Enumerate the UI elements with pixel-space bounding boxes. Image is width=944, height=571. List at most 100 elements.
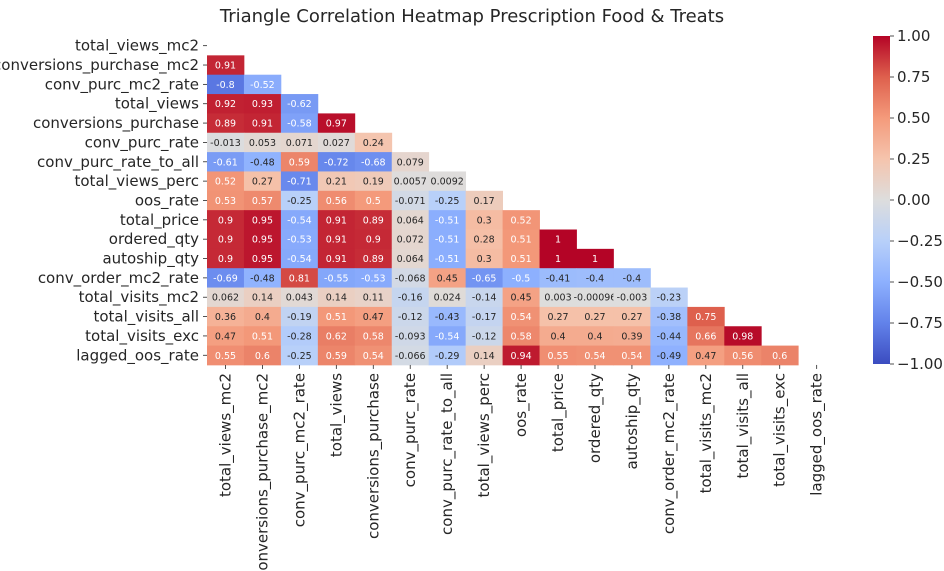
cell-value-label: 0.3: [477, 254, 492, 265]
heatmap-cell: [502, 287, 540, 308]
cell-value-label: 0.53: [215, 196, 236, 207]
colorbar-tick-label: 0.75: [897, 68, 930, 86]
cell-value-label: 0.93: [252, 99, 273, 110]
column-label: total_views: [327, 373, 346, 457]
heatmap-cell: [391, 268, 430, 288]
cell-value-label: 0.47: [215, 331, 236, 342]
heatmap-cell: [207, 113, 245, 134]
heatmap-cell: [207, 171, 245, 192]
cell-value-label: 0.4: [587, 331, 602, 342]
cell-value-label: 0.064: [397, 215, 424, 226]
cell-value-label: 0.027: [323, 138, 350, 149]
cell-value-label: 0.11: [363, 293, 384, 304]
row-label: total_visits_all: [93, 308, 199, 327]
cell-value-label: 0.27: [621, 312, 642, 323]
heatmap-cell: [502, 268, 540, 288]
heatmap-cell: [465, 268, 503, 288]
heatmap-cell: [391, 171, 430, 192]
heatmap-cell: [317, 229, 356, 250]
cell-value-label: -0.69: [213, 273, 238, 284]
column-label: total_visits_mc2: [697, 373, 716, 493]
heatmap-cell: [539, 345, 577, 366]
heatmap-cell: [207, 248, 245, 269]
heatmap-cell: [391, 229, 430, 250]
heatmap-cell: [243, 190, 282, 211]
cell-value-label: 0.56: [732, 351, 753, 362]
cell-value-label: 0.3: [477, 215, 492, 226]
cell-value-label: 0.45: [437, 273, 458, 284]
cell-value-label: 0.95: [252, 254, 273, 265]
heatmap-cell: [280, 210, 319, 230]
heatmap-cell: [207, 74, 245, 95]
heatmap-cell: [317, 268, 356, 288]
cell-value-label: 0.4: [255, 312, 270, 323]
heatmap-cell: [243, 248, 282, 269]
heatmap-cell: [502, 210, 540, 230]
cell-value-label: 0.94: [510, 351, 531, 362]
heatmap-cell: [650, 345, 688, 366]
row-label: ordered_qty: [109, 230, 199, 249]
colorbar-tick-label: −0.50: [897, 273, 943, 291]
heatmap-cell: [391, 345, 430, 366]
cell-value-label: 0.17: [474, 196, 495, 207]
heatmap-cell: [576, 248, 614, 269]
row-labels: total_views_mc2conversions_purchase_mc2c…: [0, 37, 207, 365]
cell-value-label: 0.24: [363, 138, 384, 149]
heatmap-cell: [391, 190, 430, 211]
cell-value-label: 0.5: [366, 196, 381, 207]
heatmap-cell: [354, 152, 393, 172]
heatmap-cell: [428, 210, 467, 230]
heatmap-cell: [761, 345, 799, 366]
heatmap-cell: [354, 171, 393, 192]
cell-value-label: 0.19: [363, 177, 384, 188]
column-label: conv_order_mc2_rate: [660, 373, 679, 534]
heatmap-cell: [317, 132, 356, 153]
heatmap-cell: [280, 94, 319, 114]
cell-value-label: 0.39: [621, 331, 642, 342]
cell-value-label: -0.12: [398, 312, 423, 323]
heatmap-cell: [280, 171, 319, 192]
heatmap-cell: [243, 132, 282, 153]
heatmap-cell: [207, 94, 245, 114]
heatmap-cell: [207, 268, 245, 288]
cell-value-label: -0.066: [395, 351, 426, 362]
cell-value-label: 0.36: [215, 312, 236, 323]
colorbar-gradient: [873, 36, 890, 364]
cell-value-label: -0.48: [250, 273, 275, 284]
heatmap-cell: [724, 326, 762, 346]
row-label: total_views_mc2: [75, 37, 199, 56]
cell-value-label: -0.17: [472, 312, 497, 323]
heatmap-cell: [317, 171, 356, 192]
cell-value-label: -0.53: [287, 235, 312, 246]
heatmap-cell: [428, 306, 467, 327]
heatmap-cell: [465, 326, 503, 346]
heatmap-cell: [687, 326, 725, 346]
cell-value-label: 0.54: [510, 312, 531, 323]
heatmap-cell: [428, 171, 467, 192]
heatmap-cell: [243, 210, 282, 230]
heatmap-cell: [539, 326, 577, 346]
colorbar-tick-label: −1.00: [897, 355, 943, 373]
cell-value-label: -0.51: [435, 215, 460, 226]
colorbar-tick-label: −0.75: [897, 314, 943, 332]
column-label: ordered_qty: [586, 373, 605, 463]
cell-value-label: -0.72: [324, 157, 349, 168]
row-label: conv_purc_rate: [85, 133, 199, 152]
cell-value-label: -0.71: [287, 177, 312, 188]
cell-value-label: 0.91: [215, 61, 236, 72]
cell-value-label: 0.92: [215, 99, 236, 110]
cell-value-label: -0.013: [210, 138, 241, 149]
heatmap-cell: [243, 306, 282, 327]
heatmap-cell: [317, 326, 356, 346]
heatmap-cell: [502, 326, 540, 346]
heatmap-cell: [243, 94, 282, 114]
heatmap-cell: [539, 287, 577, 308]
column-label: conv_purc_rate_to_all: [438, 373, 457, 535]
cell-value-label: 0.27: [547, 312, 568, 323]
cell-value-label: -0.29: [435, 351, 460, 362]
heatmap-cell: [576, 306, 614, 327]
heatmap-cell: [207, 132, 245, 153]
heatmap-cell: [391, 248, 430, 269]
cell-value-label: -0.61: [213, 157, 238, 168]
heatmap-cell: [243, 345, 282, 366]
